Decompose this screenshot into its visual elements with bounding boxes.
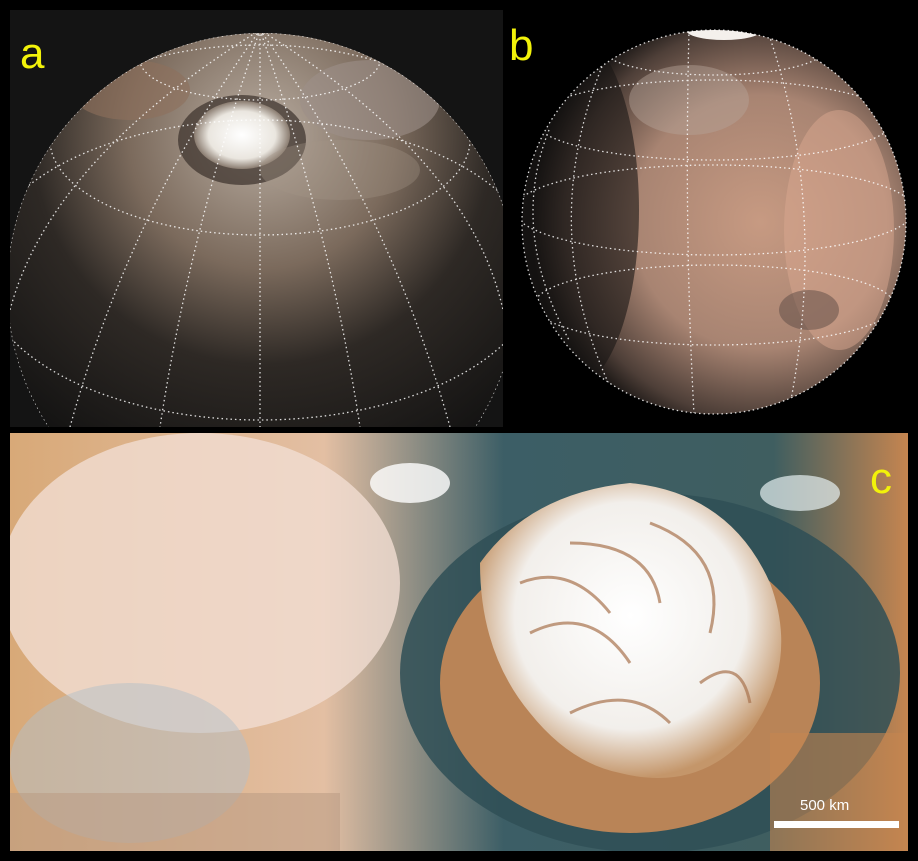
globe-a-disk (10, 33, 503, 427)
panel-label-a: a (20, 29, 45, 78)
north-polar-cap (480, 483, 782, 778)
scale-bar-label: 500 km (800, 797, 850, 814)
panel-label-b: b (509, 21, 534, 70)
scale-bar (774, 821, 899, 828)
cloud-region (10, 433, 400, 733)
panel-label-c: c (870, 454, 892, 503)
ice-cap-mosaic (10, 433, 908, 851)
polar-cap-a (194, 101, 290, 169)
panel-c-image: c 500 km (10, 433, 908, 851)
globe-b (521, 29, 907, 415)
globe-a (10, 33, 503, 427)
panel-a-image: a (10, 10, 503, 427)
panel-b-image: b (509, 10, 908, 427)
spiral-troughs (519, 521, 752, 725)
